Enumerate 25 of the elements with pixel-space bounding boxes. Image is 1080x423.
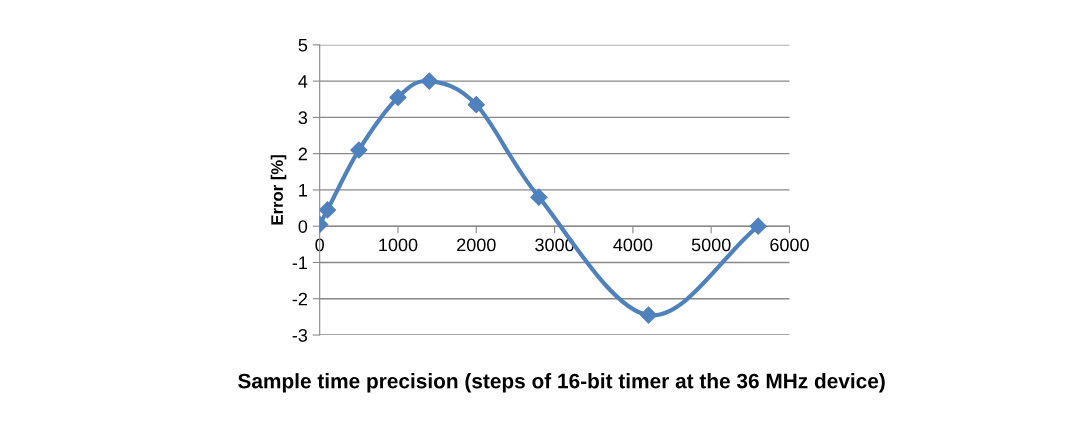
y-axis-title: Error [%]: [270, 155, 287, 225]
point: [350, 141, 368, 159]
point: [639, 306, 658, 324]
y-tick-label: -3: [292, 328, 308, 342]
y-tick-label: 5: [298, 38, 308, 52]
y-tick-label: 3: [298, 111, 308, 125]
point: [749, 217, 767, 235]
x-tick-label: 0: [315, 238, 324, 252]
y-tick-label: -1: [292, 256, 307, 270]
x-axis-title: Sample time precision (steps of 16-bit timer at the 36 MHz device): [238, 373, 885, 393]
y-tick-label: -2: [292, 292, 307, 306]
x-tick-label: 1000: [379, 238, 418, 252]
point: [420, 72, 438, 90]
y-tick-label: 4: [298, 75, 308, 88]
y-tick-label: 0: [298, 220, 308, 233]
x-tick-label: 6000: [770, 238, 809, 252]
point: [530, 188, 548, 206]
y-tick-label: 1: [299, 184, 307, 197]
x-tick-label: 4000: [613, 238, 653, 252]
x-tick-label: 5000: [691, 238, 731, 252]
y-tick-label: 2: [298, 147, 307, 161]
point: [319, 201, 337, 219]
point: [389, 88, 407, 106]
point: [467, 96, 485, 114]
x-tick-label: 2000: [457, 238, 496, 252]
